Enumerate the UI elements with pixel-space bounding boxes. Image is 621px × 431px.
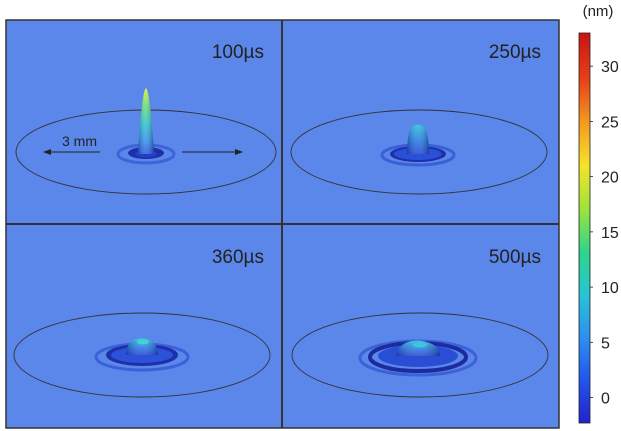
colorbar-tick-label: 15 [601, 225, 619, 242]
colorbar: (nm) 30 25 20 15 10 5 0 [578, 3, 619, 424]
colorbar-tick-label: 0 [601, 391, 610, 408]
colorbar-unit-label: (nm) [583, 3, 614, 20]
colorbar-tick-label: 30 [601, 59, 619, 76]
dome-highlight [413, 342, 427, 348]
panel-250us: 250µs [290, 42, 548, 195]
time-label: 360µs [212, 247, 264, 268]
scale-label: 3 mm [62, 133, 97, 149]
domain-ellipse [13, 312, 271, 398]
dome-shading [407, 124, 429, 154]
domain-ellipse [291, 312, 549, 398]
time-label: 100µs [212, 42, 264, 63]
colorbar-tick-label: 20 [601, 170, 619, 187]
panel-500us: 500µs [291, 247, 549, 398]
colorbar-tick-label: 5 [601, 335, 610, 352]
colorbar-ticks: 30 25 20 15 10 5 0 [590, 59, 619, 408]
dome-shading [396, 340, 440, 356]
time-label: 250µs [489, 42, 541, 63]
spike-shading [138, 88, 154, 154]
dome-highlight [137, 339, 149, 345]
colorbar-gradient [578, 32, 591, 424]
domain-ellipse [290, 109, 548, 195]
time-label: 500µs [489, 247, 541, 268]
dome-shading [126, 338, 158, 355]
colorbar-tick-label: 25 [601, 114, 619, 131]
colorbar-tick-label: 10 [601, 280, 619, 297]
panel-100us: 3 mm 100µs [15, 42, 277, 195]
panel-360us: 360µs [13, 247, 271, 398]
